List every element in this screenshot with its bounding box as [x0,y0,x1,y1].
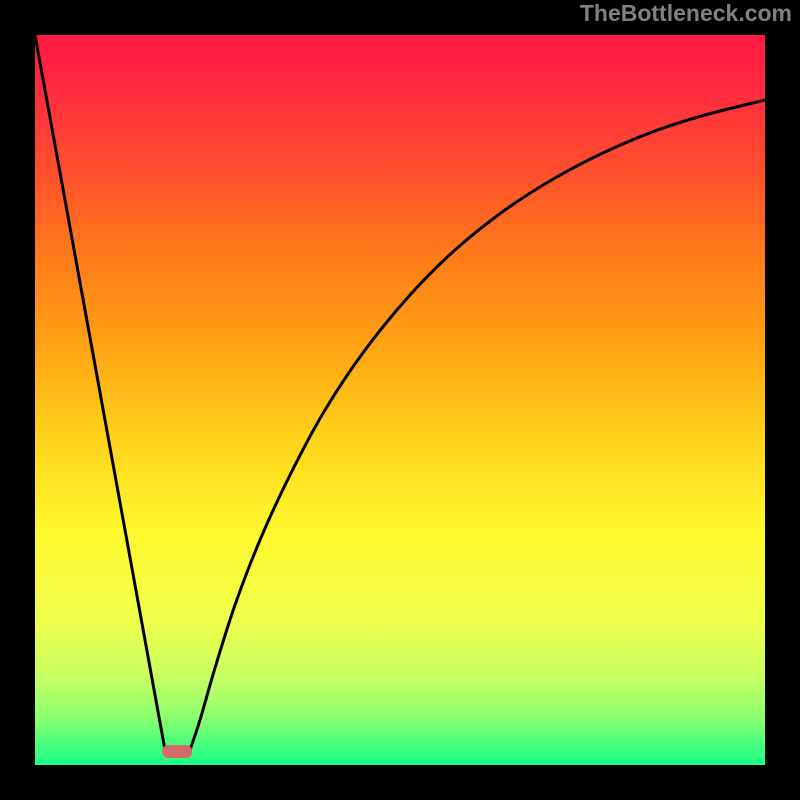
bottleneck-chart [0,0,800,800]
chart-container: TheBottleneck.com [0,0,800,800]
bottleneck-marker [162,745,192,758]
plot-background [35,35,765,765]
